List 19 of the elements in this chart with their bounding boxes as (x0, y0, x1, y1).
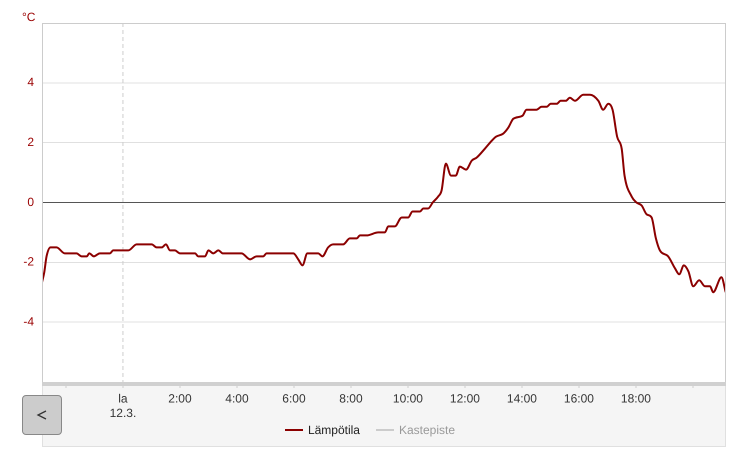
legend-label: Lämpötila (308, 423, 360, 437)
y-tick-label: 4 (27, 75, 34, 90)
y-tick-label: -2 (23, 254, 34, 269)
x-tick-label: 18:00 (620, 392, 652, 406)
x-tick-label: 10:00 (392, 392, 424, 406)
x-tick-label: 4:00 (225, 392, 249, 406)
y-axis-title: °C (22, 10, 36, 24)
x-tick-label: 8:00 (339, 392, 363, 406)
x-tick-label: 12:00 (450, 392, 480, 406)
x-tick-label: la 12.3. (110, 392, 136, 420)
x-tick-label: 2:00 (168, 392, 192, 406)
y-tick-label: -4 (23, 314, 34, 328)
y-tick-label: 0 (27, 194, 34, 209)
y-tick-label: 2 (27, 134, 34, 149)
legend-label: Kastepiste (398, 423, 456, 437)
x-tick-label: 16:00 (564, 392, 594, 406)
x-tick-label: 14:00 (506, 392, 538, 406)
x-tick-label: 6:00 (282, 392, 306, 406)
line-series (42, 94, 726, 294)
